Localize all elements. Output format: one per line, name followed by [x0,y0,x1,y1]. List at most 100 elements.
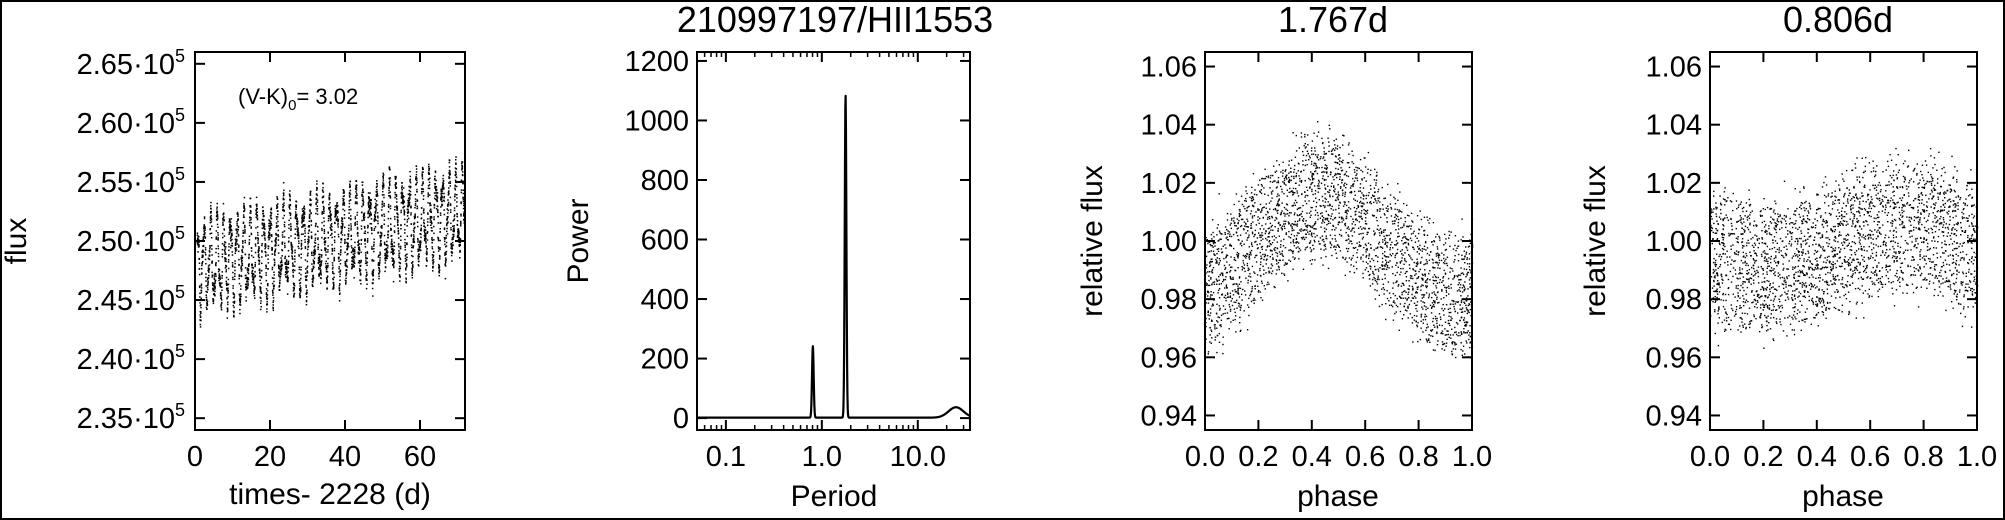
data-point [449,203,452,205]
data-point [445,237,447,239]
data-point [1398,209,1400,211]
data-point [407,217,410,220]
data-point [317,243,320,246]
data-point [1410,225,1412,227]
data-point [276,226,278,228]
data-point [330,218,332,220]
data-point [1343,184,1345,186]
data-point [1304,228,1306,231]
data-point [1390,297,1392,299]
data-point [215,230,218,232]
data-point [367,225,369,228]
data-point [276,216,279,218]
data-point [309,209,311,211]
data-point [296,217,298,219]
data-point [257,251,259,253]
data-point [1264,253,1266,256]
data-point [365,275,367,277]
data-point [337,222,339,225]
data-point [1218,341,1221,343]
data-point [437,238,440,240]
data-point [367,192,370,194]
data-point [227,287,229,289]
data-point [1383,231,1385,233]
data-point [432,263,434,265]
data-point [308,220,310,222]
y-tick-label: 2.65·105 [77,46,185,81]
data-point [405,266,408,268]
data-point [452,225,454,227]
data-point [360,273,362,276]
data-point [363,212,366,214]
data-point [1428,272,1430,275]
data-point [1263,273,1265,275]
data-point [359,279,362,282]
data-point [212,287,214,289]
data-point [1285,233,1287,235]
data-point [1277,202,1279,204]
y-tick-label: 2.45·105 [77,282,185,317]
data-point [337,233,340,236]
data-point [446,217,449,220]
data-point [437,236,439,239]
data-point [373,219,376,222]
data-point [1340,170,1343,172]
data-point [352,253,355,255]
data-point [379,237,382,239]
data-point [359,262,361,264]
data-point [289,214,292,217]
data-point [231,238,233,241]
data-point [1211,238,1213,240]
data-point [232,287,234,289]
data-point [412,239,415,242]
data-point [461,165,464,168]
data-point [334,208,337,211]
data-point [200,312,202,315]
data-point [1302,204,1304,207]
data-point [1215,278,1218,280]
data-point [278,286,280,288]
data-point [240,257,242,259]
data-point [215,251,217,254]
data-point [1277,176,1280,179]
y-tick-label: 2.60·105 [77,105,185,140]
data-point [1359,187,1361,189]
data-point [322,187,324,189]
data-point [426,248,428,250]
data-point [382,186,385,188]
data-point [283,224,286,226]
data-point [1373,215,1375,217]
data-point [416,207,419,209]
data-point [377,222,379,225]
data-point [1244,254,1247,257]
data-point [1384,265,1386,267]
data-point [267,245,270,248]
data-point [240,270,243,272]
data-point [339,259,342,261]
data-point [381,209,383,211]
data-point [1265,207,1267,209]
data-point [425,238,427,240]
data-point [391,245,394,248]
data-point [442,186,444,189]
data-point [1326,224,1328,226]
data-point [1466,263,1469,265]
data-point [1257,208,1259,210]
data-point [1390,215,1393,217]
data-point [448,193,450,195]
data-point [1454,331,1456,334]
data-point [227,301,229,303]
data-point [205,290,207,293]
data-point [1325,255,1327,258]
data-point [291,250,294,252]
data-point [1261,257,1263,259]
data-point [275,238,277,240]
data-point [1261,232,1263,234]
data-point [313,262,315,265]
data-point [350,227,352,229]
data-point [1423,216,1426,218]
data-point [1435,276,1437,279]
data-point [415,171,418,173]
data-point [200,290,203,292]
data-point [1395,253,1397,255]
